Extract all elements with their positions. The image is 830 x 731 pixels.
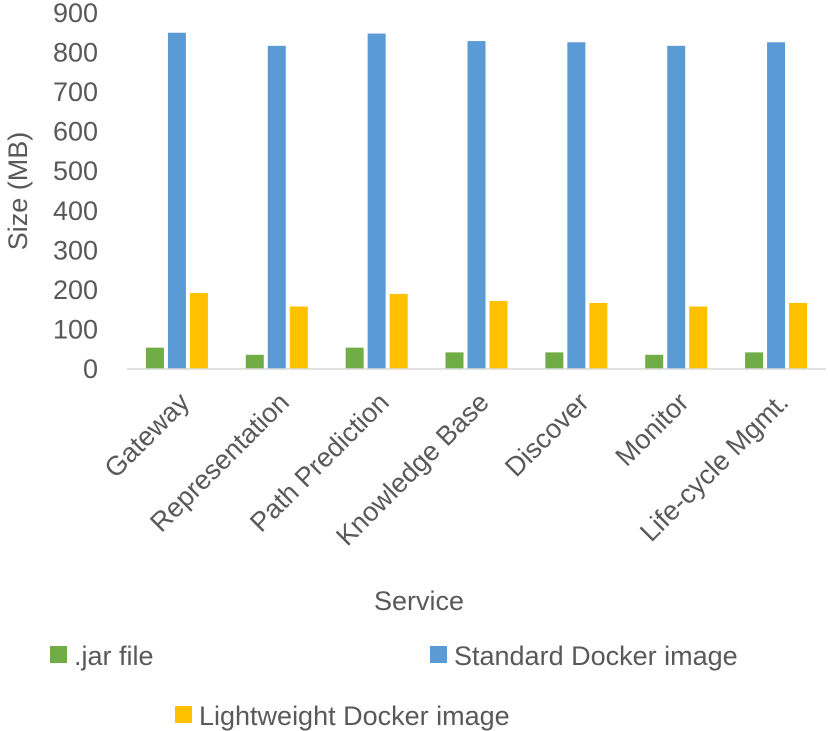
- bar: [589, 302, 608, 369]
- legend-swatch: [430, 646, 447, 663]
- legend-label: .jar file: [74, 641, 154, 671]
- y-tick-label: 900: [53, 0, 98, 28]
- bar: [245, 354, 264, 369]
- bar: [789, 302, 808, 369]
- bar: [689, 306, 708, 369]
- legend-item: .jar file: [50, 641, 154, 671]
- x-tick-label: Gateway: [99, 387, 196, 484]
- bar: [389, 293, 408, 369]
- legend-swatch: [175, 706, 192, 723]
- bar: [289, 306, 308, 369]
- y-axis-title: Size (MB): [3, 132, 33, 251]
- bars: [145, 32, 808, 370]
- bar: [167, 32, 186, 370]
- x-axis-title: Service: [374, 586, 464, 616]
- bar: [445, 352, 464, 369]
- y-tick-label: 700: [53, 77, 98, 107]
- y-tick-label: 200: [53, 275, 98, 305]
- y-tick-label: 800: [53, 38, 98, 68]
- bar: [545, 352, 564, 369]
- legend-label: Standard Docker image: [454, 641, 738, 671]
- x-tick-label: Discover: [499, 387, 594, 482]
- y-tick-label: 500: [53, 156, 98, 186]
- bar: [367, 33, 386, 370]
- legend-item: Standard Docker image: [430, 641, 738, 671]
- y-tick-label: 0: [83, 354, 98, 384]
- bar: [645, 354, 664, 369]
- legend-label: Lightweight Docker image: [199, 701, 510, 731]
- y-tick-label: 400: [53, 196, 98, 226]
- y-tick-label: 100: [53, 314, 98, 344]
- bar: [267, 45, 286, 369]
- bar: [767, 42, 786, 369]
- y-axis: 0 100 200 300 400 500 600 700 800 900: [53, 0, 98, 384]
- legend-item: Lightweight Docker image: [175, 701, 510, 731]
- legend-swatch: [50, 646, 67, 663]
- bar: [145, 347, 164, 369]
- legend: .jar file Standard Docker image Lightweigh…: [50, 641, 738, 731]
- bar: [489, 300, 508, 369]
- x-tick-label: Monitor: [610, 387, 695, 472]
- bar: [667, 45, 686, 369]
- bar: [467, 41, 486, 370]
- bar: [745, 352, 764, 369]
- y-tick-label: 300: [53, 235, 98, 265]
- bar: [345, 347, 364, 369]
- y-tick-label: 600: [53, 117, 98, 147]
- bar: [189, 293, 208, 369]
- bar: [567, 42, 586, 369]
